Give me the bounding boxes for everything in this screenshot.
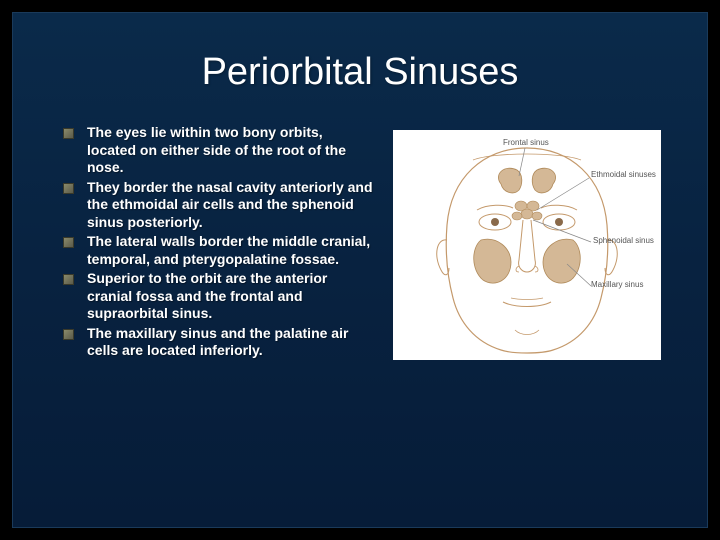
content-area: The eyes lie within two bony orbits, loc… [13, 124, 707, 362]
anatomy-figure: Frontal sinus Ethmoidal sinuses Sphenoid… [393, 130, 661, 360]
bullet-item: The maxillary sinus and the palatine air… [63, 325, 373, 360]
bullet-list: The eyes lie within two bony orbits, loc… [63, 124, 373, 362]
bullet-item: Superior to the orbit are the anterior c… [63, 270, 373, 323]
face-sinus-diagram [393, 130, 661, 360]
bullet-item: The lateral walls border the middle cran… [63, 233, 373, 268]
slide-container: Periorbital Sinuses The eyes lie within … [12, 12, 708, 528]
slide-title: Periorbital Sinuses [13, 51, 707, 94]
figure-label: Ethmoidal sinuses [591, 170, 656, 179]
bullet-item: They border the nasal cavity anteriorly … [63, 179, 373, 232]
figure-label: Maxillary sinus [591, 280, 643, 289]
figure-label: Sphenoidal sinus [593, 236, 654, 245]
figure-label: Frontal sinus [503, 138, 549, 147]
bullet-item: The eyes lie within two bony orbits, loc… [63, 124, 373, 177]
